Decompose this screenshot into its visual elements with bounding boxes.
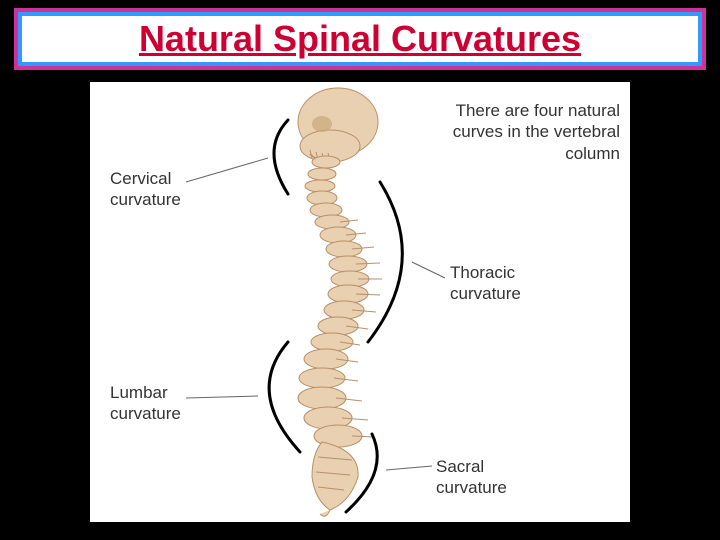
- diagram-panel: There are four natural curves in the ver…: [90, 82, 630, 522]
- label-cervical-text: Cervicalcurvature: [110, 169, 181, 209]
- cervical-vertebrae: [305, 156, 342, 217]
- thoracic-vertebrae: [311, 215, 369, 351]
- cervical-arc: [274, 120, 288, 194]
- label-cervical: Cervicalcurvature: [110, 168, 181, 211]
- label-thoracic: Thoraciccurvature: [450, 262, 521, 305]
- page-title: Natural Spinal Curvatures: [139, 18, 581, 60]
- title-box: Natural Spinal Curvatures: [14, 8, 706, 70]
- label-sacral-text: Sacralcurvature: [436, 457, 507, 497]
- label-lumbar: Lumbarcurvature: [110, 382, 181, 425]
- thoracic-arc: [368, 182, 402, 342]
- title-inner: Natural Spinal Curvatures: [18, 12, 702, 66]
- diagram-description: There are four natural curves in the ver…: [430, 100, 620, 164]
- label-sacral: Sacralcurvature: [436, 456, 507, 499]
- lumbar-arc: [269, 342, 300, 452]
- vertebral-column: [298, 156, 382, 516]
- label-lumbar-text: Lumbarcurvature: [110, 383, 181, 423]
- lumbar-vertebrae: [298, 349, 362, 447]
- skull-icon: [298, 88, 378, 162]
- label-thoracic-text: Thoraciccurvature: [450, 263, 521, 303]
